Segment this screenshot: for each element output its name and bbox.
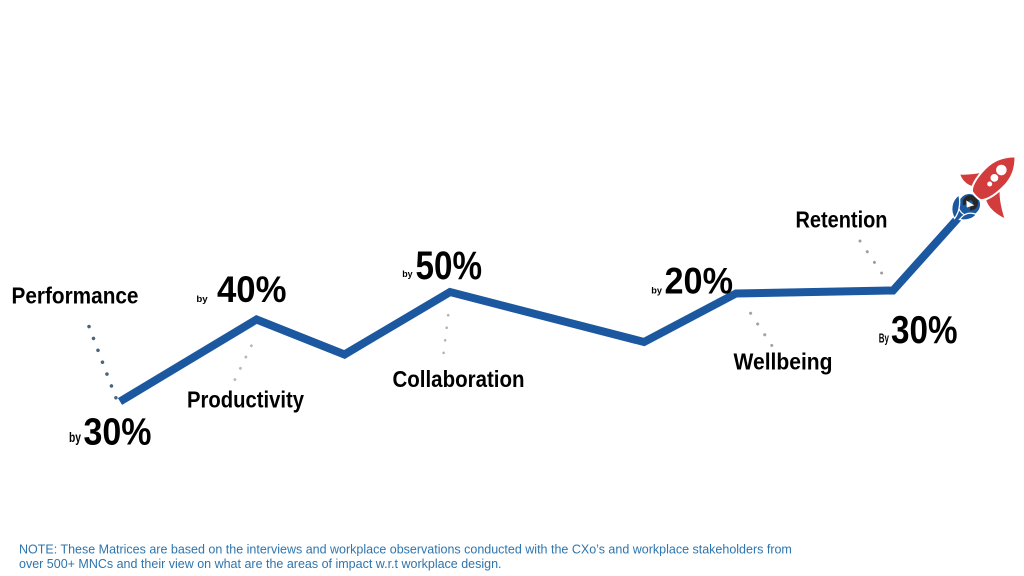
svg-text:Productivity: Productivity (187, 387, 304, 413)
svg-text:over 500+ MNCs and their view: over 500+ MNCs and their view on what ar… (19, 557, 502, 571)
svg-text:50%: 50% (416, 244, 483, 288)
svg-text:30%: 30% (891, 309, 958, 352)
svg-text:30%: 30% (84, 411, 152, 454)
svg-text:by: by (402, 268, 413, 279)
svg-text:By: By (879, 332, 889, 346)
svg-text:Collaboration: Collaboration (393, 366, 525, 392)
svg-text:Wellbeing: Wellbeing (734, 349, 833, 375)
svg-text:by: by (651, 285, 662, 296)
svg-text:by: by (69, 430, 81, 445)
svg-text:Performance: Performance (12, 283, 139, 309)
svg-text:40%: 40% (217, 268, 287, 310)
svg-text:NOTE: These Matrices are based: NOTE: These Matrices are based on the in… (19, 543, 792, 557)
svg-text:Retention: Retention (796, 207, 888, 233)
svg-text:by: by (196, 294, 207, 304)
svg-text:20%: 20% (665, 259, 734, 301)
